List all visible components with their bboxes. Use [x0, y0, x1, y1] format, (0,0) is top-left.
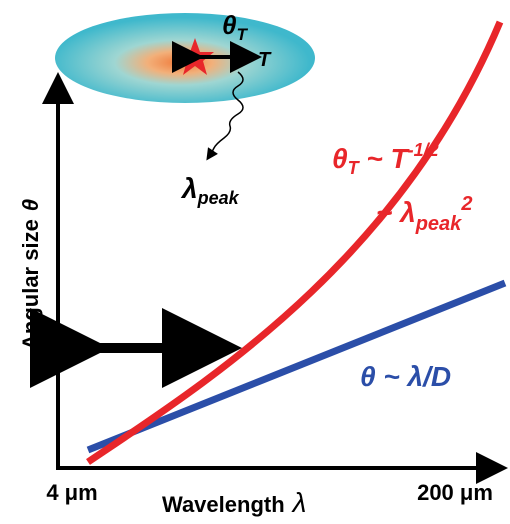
relation: ~ — [359, 143, 391, 174]
subscript: peak — [415, 213, 462, 235]
symbol: θ — [332, 143, 348, 174]
photon-path — [206, 71, 244, 161]
symbol: θ — [18, 199, 43, 211]
symbol: λ — [291, 487, 307, 518]
thermal-label-2: ~ λpeak2 — [376, 193, 472, 235]
diffraction-label: θ ~ λ/D — [360, 361, 451, 392]
subscript: T — [237, 25, 249, 44]
thermal-label: θT ~ T-1/2 — [332, 140, 439, 178]
relation: ~ — [376, 197, 400, 228]
x-min-label: 4 μm — [46, 480, 97, 505]
diffraction-line — [86, 279, 507, 454]
exponent: -1/2 — [408, 140, 439, 160]
x-max-label: 200 μm — [417, 480, 493, 505]
symbol: λ — [180, 173, 198, 204]
subscript: peak — [197, 188, 240, 208]
inset-lambda: λpeak — [180, 173, 240, 208]
inset-theta: θT — [222, 10, 249, 44]
subscript: T — [348, 158, 361, 178]
exponent: 2 — [460, 193, 472, 215]
temperature: T — [391, 143, 411, 174]
label: Angular size — [18, 219, 43, 350]
inset-temperature: T — [258, 49, 272, 71]
label: Wavelength — [162, 492, 285, 517]
label: θ ~ λ/ — [360, 361, 434, 392]
x-axis-label: Wavelength λ — [162, 487, 306, 518]
symbol: θ — [222, 10, 237, 40]
diameter: D — [431, 361, 451, 392]
thermal-curve — [86, 20, 504, 465]
symbol: λ — [398, 197, 416, 228]
y-axis-label: Angular size θ — [18, 199, 43, 350]
